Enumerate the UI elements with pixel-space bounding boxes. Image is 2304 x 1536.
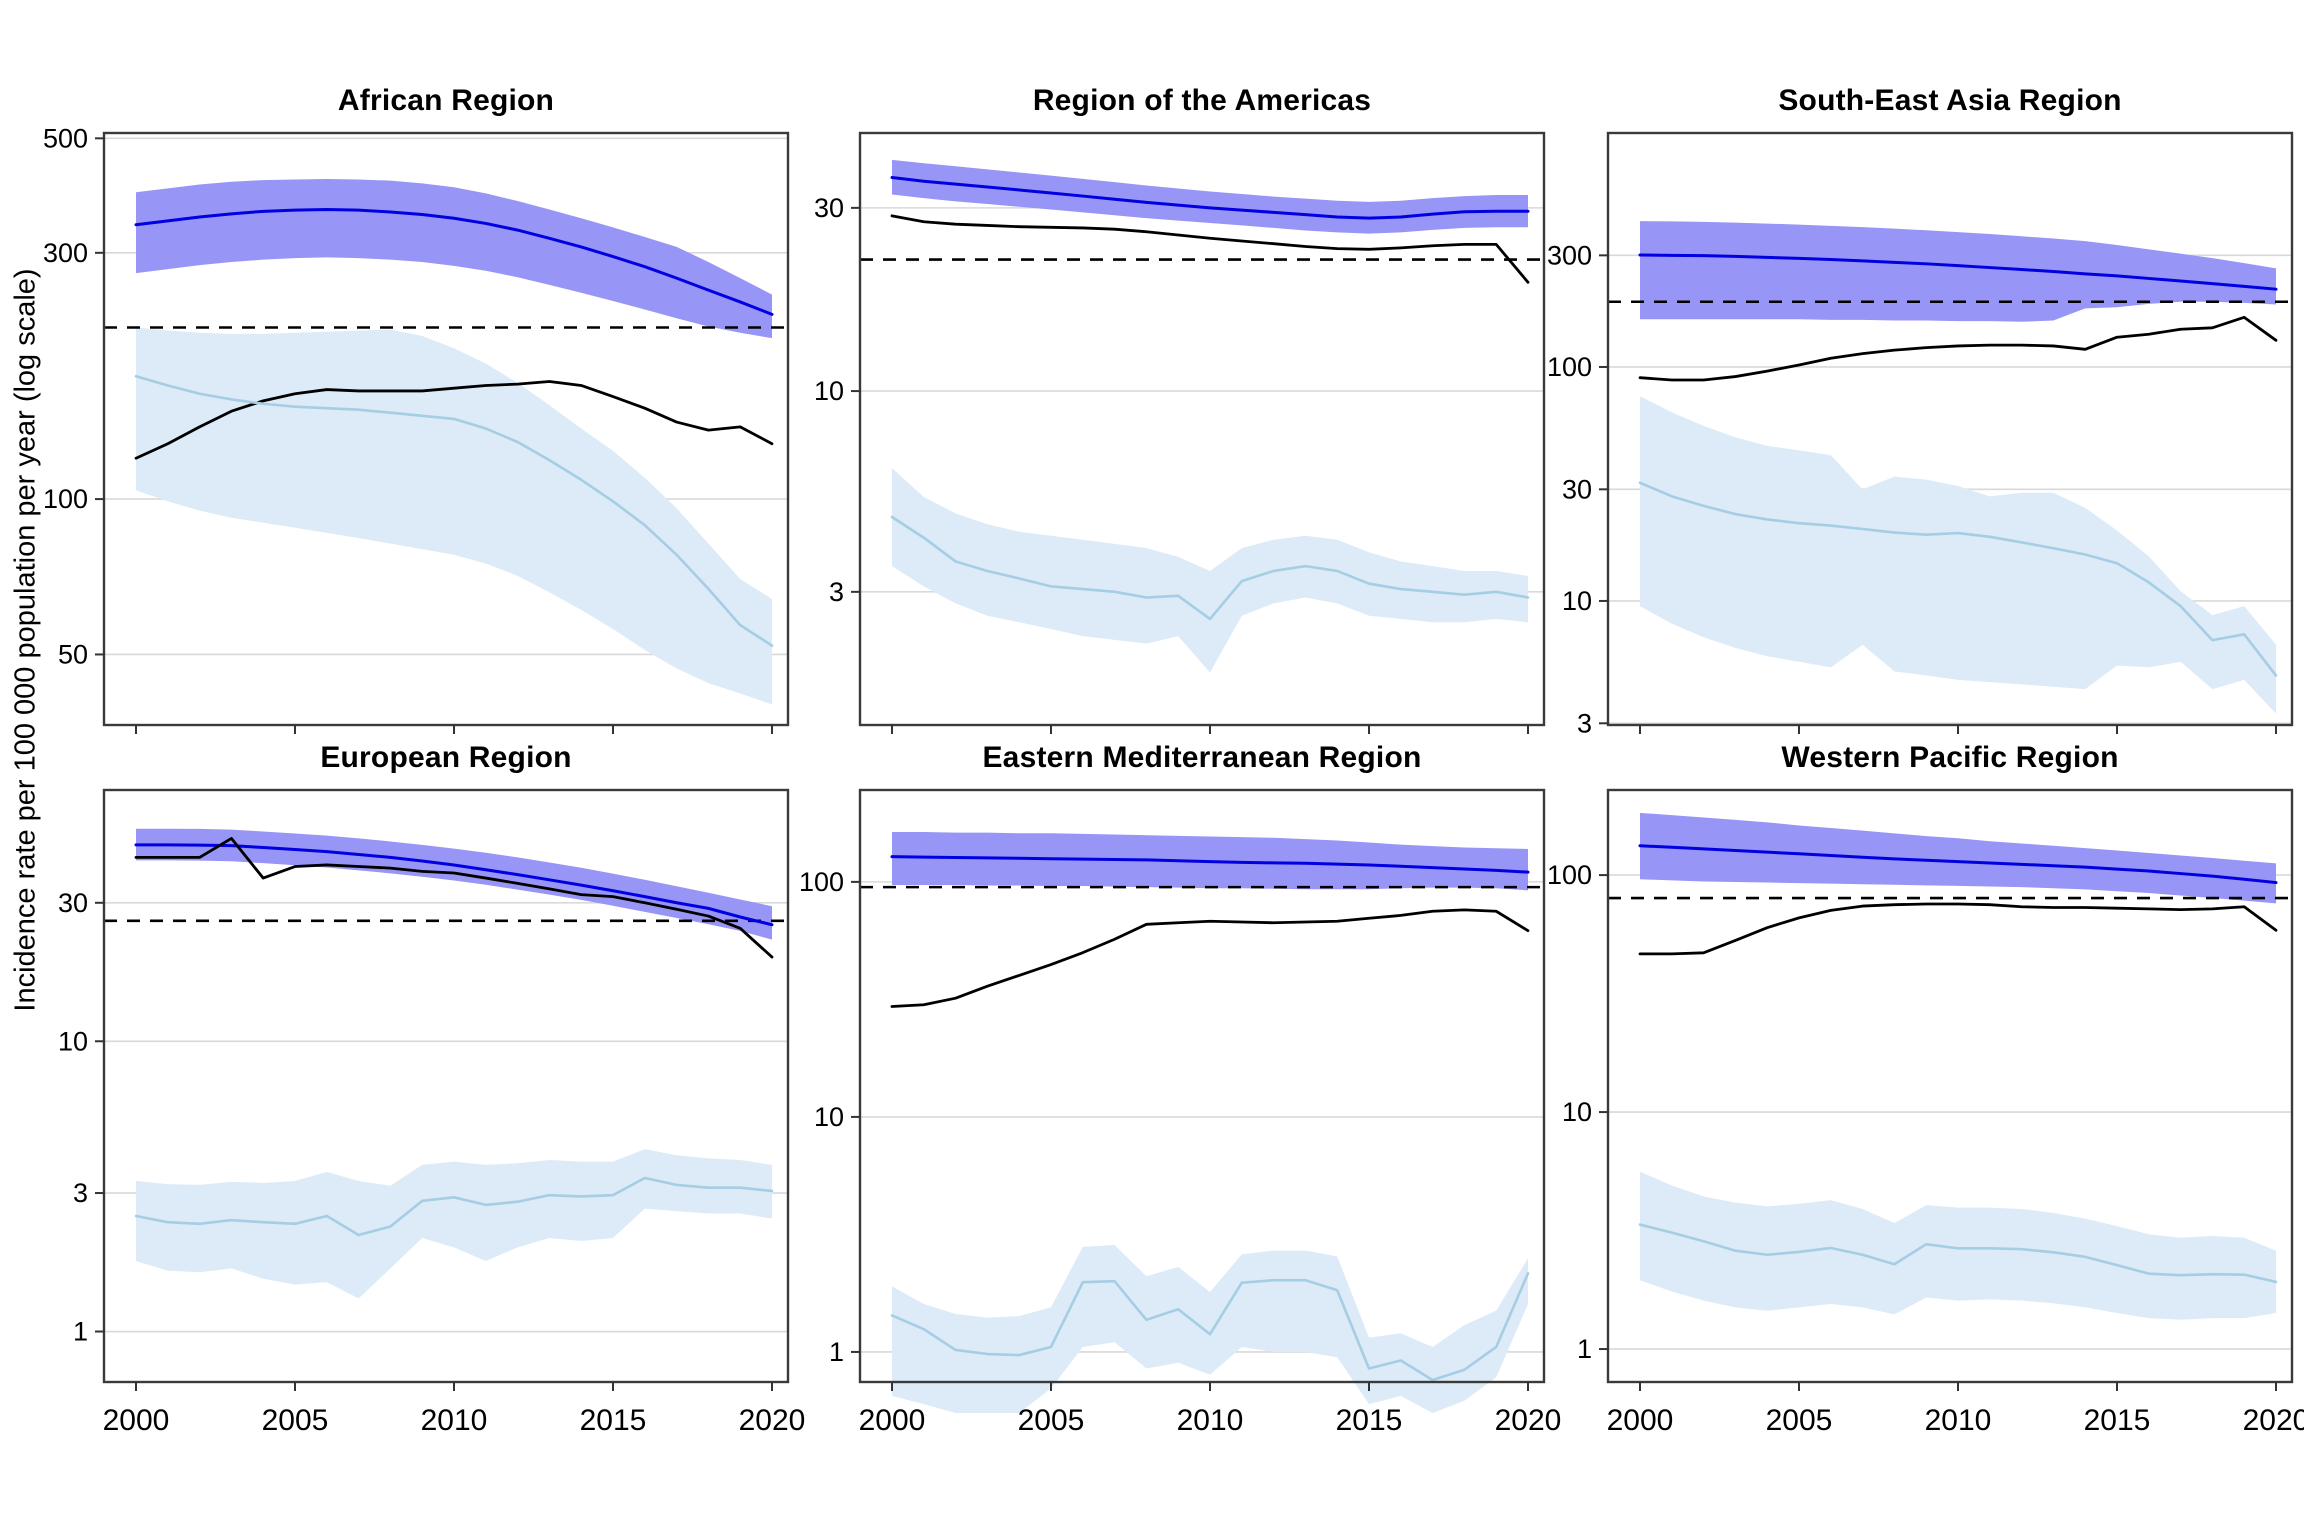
svg-text:100: 100: [43, 484, 88, 514]
chart-eastern-mediterranean-region: 100 10 1 2000 2005 2010 2015 2020: [799, 788, 1562, 1437]
svg-text:100: 100: [799, 867, 844, 897]
panel-title-european: European Region: [320, 741, 572, 774]
svg-text:300: 300: [1547, 240, 1592, 270]
svg-text:2010: 2010: [1177, 1404, 1244, 1437]
svg-text:10: 10: [814, 1102, 844, 1132]
svg-text:30: 30: [1562, 474, 1592, 504]
svg-text:1: 1: [1577, 1334, 1592, 1364]
svg-text:2010: 2010: [421, 1404, 488, 1437]
svg-text:30: 30: [814, 193, 844, 223]
svg-text:2020: 2020: [1495, 1404, 1562, 1437]
svg-text:300: 300: [43, 238, 88, 268]
svg-text:2015: 2015: [2084, 1404, 2151, 1437]
svg-text:2015: 2015: [1336, 1404, 1403, 1437]
svg-text:30: 30: [58, 888, 88, 918]
panel-title-eastern-mediterranean: Eastern Mediterranean Region: [982, 741, 1422, 774]
svg-text:2015: 2015: [580, 1404, 647, 1437]
svg-text:2000: 2000: [859, 1404, 926, 1437]
svg-text:2020: 2020: [2243, 1404, 2304, 1437]
svg-text:1: 1: [73, 1317, 88, 1347]
svg-text:50: 50: [58, 639, 88, 669]
chart-african-region: 500 300 100 50: [43, 123, 790, 734]
svg-text:3: 3: [73, 1178, 88, 1208]
svg-text:100: 100: [1547, 352, 1592, 382]
svg-text:10: 10: [1562, 586, 1592, 616]
panel-title-americas: Region of the Americas: [1032, 84, 1372, 117]
svg-text:10: 10: [1562, 1097, 1592, 1127]
svg-text:2005: 2005: [1766, 1404, 1833, 1437]
svg-text:2000: 2000: [1607, 1404, 1674, 1437]
svg-text:2005: 2005: [262, 1404, 329, 1437]
chart-western-pacific-region: 100 10 1 2000 2005 2010 2015 2020: [1547, 788, 2304, 1437]
chart-region-of-the-americas: 30 10 3: [814, 131, 1546, 734]
svg-text:2010: 2010: [1925, 1404, 1992, 1437]
panel-title-south-east-asia: South-East Asia Region: [1778, 84, 2122, 117]
chart-south-east-asia-region: 300 100 30 10 3: [1547, 131, 2294, 738]
panel-title-african: African Region: [337, 84, 555, 117]
svg-text:10: 10: [58, 1026, 88, 1056]
svg-text:2020: 2020: [739, 1404, 806, 1437]
svg-text:2005: 2005: [1018, 1404, 1085, 1437]
svg-text:3: 3: [1577, 708, 1592, 738]
svg-text:100: 100: [1547, 860, 1592, 890]
svg-text:1: 1: [829, 1337, 844, 1367]
svg-text:10: 10: [814, 376, 844, 406]
chart-european-region: 30 10 3 1 2000 2005 2010 2015 2020: [58, 788, 806, 1437]
svg-text:500: 500: [43, 123, 88, 153]
svg-text:3: 3: [829, 577, 844, 607]
panel-title-western-pacific: Western Pacific Region: [1781, 741, 2119, 774]
svg-text:2000: 2000: [103, 1404, 170, 1437]
